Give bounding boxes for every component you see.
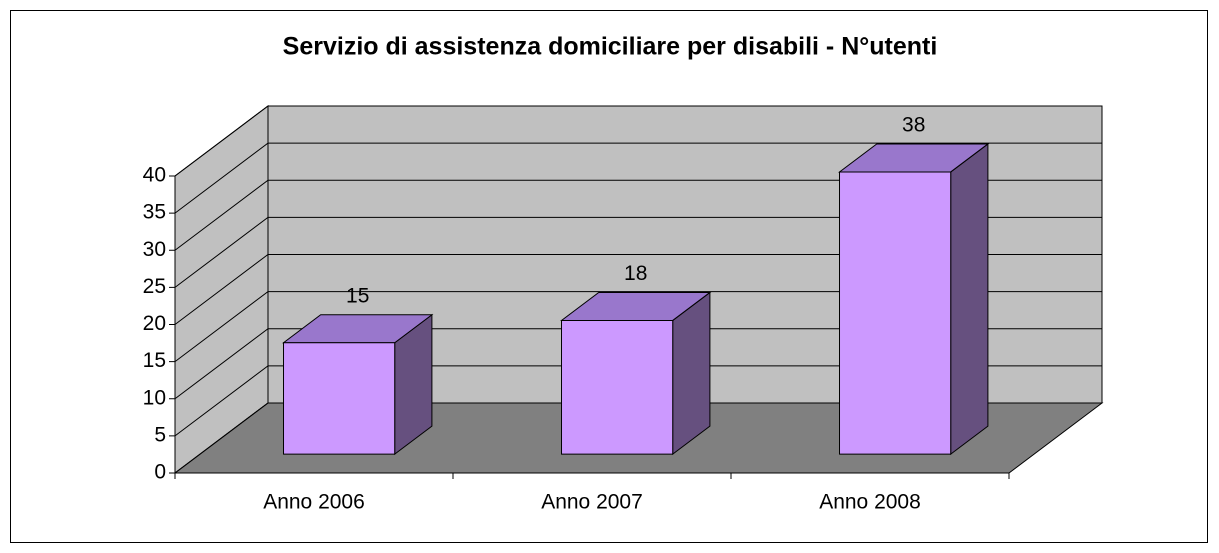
grid-line [174,365,1102,437]
x-tick-label: Anno 2008 [819,491,921,514]
chart-title: Servizio di assistenza domiciliare per d… [283,33,938,61]
y-tick-label: 30 [143,238,166,261]
data-label: 38 [902,113,925,136]
grid-line [174,402,1102,474]
data-label: 18 [624,262,647,285]
bar-side [950,142,989,456]
bar [561,319,674,455]
y-tick-label: 20 [143,312,166,335]
grid-line [174,216,1102,288]
bar [839,171,952,455]
grid-line [174,254,1102,325]
bar [283,342,396,455]
y-tick-label: 35 [143,201,166,224]
grid-line [174,105,1102,177]
y-tick-label: 5 [154,423,166,446]
y-tick-label: 0 [154,461,166,484]
grid-line [174,179,1102,251]
y-tick-label: 40 [143,164,166,187]
data-label: 15 [346,284,369,307]
y-tick-label: 25 [143,275,166,298]
x-tick-label: Anno 2006 [263,491,365,514]
grid-line [174,291,1102,363]
grid-line [174,142,1102,214]
y-tick-label: 10 [143,386,166,409]
y-tick-label: 15 [143,349,166,372]
grid-line [174,328,1102,400]
x-tick-label: Anno 2007 [541,491,643,514]
